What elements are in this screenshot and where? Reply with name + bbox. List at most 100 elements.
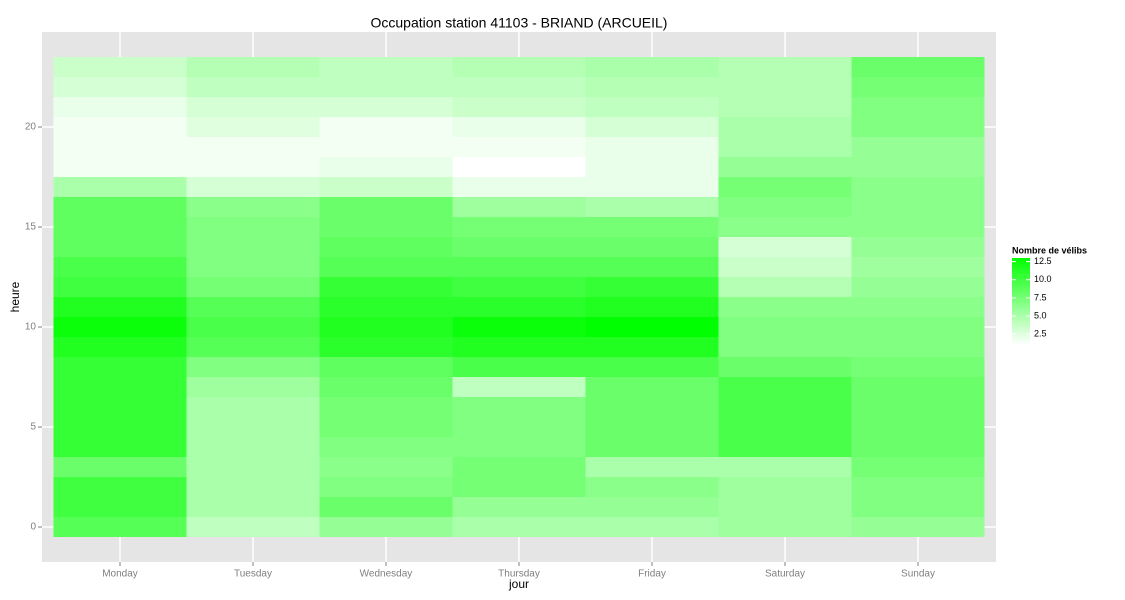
y-tick-label: 10 bbox=[25, 322, 37, 333]
x-tick-label: Monday bbox=[102, 569, 138, 580]
tile bbox=[452, 397, 586, 417]
y-tick-label: 0 bbox=[30, 522, 36, 533]
colorbar-label: 12.5 bbox=[1034, 256, 1052, 266]
tile bbox=[319, 257, 453, 277]
tile bbox=[851, 117, 985, 137]
tile bbox=[452, 277, 586, 297]
tile bbox=[452, 237, 586, 257]
tile bbox=[851, 337, 985, 357]
tile bbox=[186, 217, 320, 237]
tile bbox=[452, 177, 586, 197]
tile bbox=[718, 157, 852, 177]
tile bbox=[851, 437, 985, 457]
tile bbox=[452, 357, 586, 377]
tile bbox=[585, 57, 719, 77]
tile bbox=[851, 357, 985, 377]
tile bbox=[53, 77, 187, 97]
tile bbox=[585, 217, 719, 237]
colorbar-label: 5.0 bbox=[1034, 310, 1047, 320]
tile bbox=[585, 137, 719, 157]
tile bbox=[851, 377, 985, 397]
tile bbox=[186, 417, 320, 437]
tile bbox=[319, 517, 453, 537]
tile bbox=[851, 237, 985, 257]
tile bbox=[718, 337, 852, 357]
tile bbox=[585, 237, 719, 257]
tile bbox=[319, 197, 453, 217]
tile bbox=[319, 317, 453, 337]
tile bbox=[851, 77, 985, 97]
tile bbox=[319, 277, 453, 297]
tile bbox=[53, 477, 187, 497]
tile bbox=[851, 457, 985, 477]
tile bbox=[53, 397, 187, 417]
tile bbox=[718, 517, 852, 537]
tile bbox=[53, 357, 187, 377]
x-tick-label: Friday bbox=[638, 569, 666, 580]
tile bbox=[319, 57, 453, 77]
tile bbox=[186, 397, 320, 417]
tile bbox=[319, 497, 453, 517]
legend-title: Nombre de vélibs bbox=[1012, 245, 1087, 255]
tile bbox=[585, 297, 719, 317]
tile bbox=[851, 477, 985, 497]
tile bbox=[319, 177, 453, 197]
tile bbox=[718, 237, 852, 257]
tile bbox=[718, 437, 852, 457]
tile bbox=[53, 237, 187, 257]
tile bbox=[53, 157, 187, 177]
tile bbox=[718, 357, 852, 377]
y-axis-label: heure bbox=[8, 281, 22, 312]
tile bbox=[186, 97, 320, 117]
tile bbox=[851, 317, 985, 337]
y-tick-label: 20 bbox=[25, 122, 37, 133]
tile bbox=[319, 437, 453, 457]
x-tick-label: Tuesday bbox=[234, 569, 272, 580]
tile bbox=[718, 377, 852, 397]
tile bbox=[186, 317, 320, 337]
tile bbox=[186, 437, 320, 457]
tile bbox=[851, 517, 985, 537]
tile bbox=[186, 157, 320, 177]
tile bbox=[319, 397, 453, 417]
tile bbox=[718, 197, 852, 217]
tile bbox=[186, 377, 320, 397]
tile bbox=[319, 297, 453, 317]
tile bbox=[452, 437, 586, 457]
tile bbox=[851, 137, 985, 157]
tile bbox=[186, 337, 320, 357]
tile bbox=[319, 457, 453, 477]
tile bbox=[186, 257, 320, 277]
tile bbox=[186, 297, 320, 317]
tile bbox=[851, 417, 985, 437]
y-tick-label: 5 bbox=[30, 422, 36, 433]
tile bbox=[718, 417, 852, 437]
tile bbox=[452, 137, 586, 157]
tile bbox=[585, 277, 719, 297]
tile bbox=[851, 257, 985, 277]
tile bbox=[851, 57, 985, 77]
tile bbox=[319, 377, 453, 397]
tile bbox=[186, 57, 320, 77]
tile bbox=[319, 217, 453, 237]
tile bbox=[452, 457, 586, 477]
tile bbox=[851, 97, 985, 117]
x-tick-label: Thursday bbox=[498, 569, 540, 580]
tile bbox=[585, 457, 719, 477]
tile bbox=[53, 437, 187, 457]
tile bbox=[186, 457, 320, 477]
tile bbox=[585, 517, 719, 537]
tile bbox=[186, 357, 320, 377]
colorbar-label: 7.5 bbox=[1034, 292, 1047, 302]
colorbar bbox=[1012, 258, 1030, 345]
tile bbox=[452, 337, 586, 357]
tile bbox=[186, 497, 320, 517]
tile bbox=[851, 497, 985, 517]
tile bbox=[319, 357, 453, 377]
tile bbox=[452, 477, 586, 497]
tile bbox=[53, 517, 187, 537]
tile bbox=[851, 277, 985, 297]
tile bbox=[186, 197, 320, 217]
tile bbox=[718, 457, 852, 477]
